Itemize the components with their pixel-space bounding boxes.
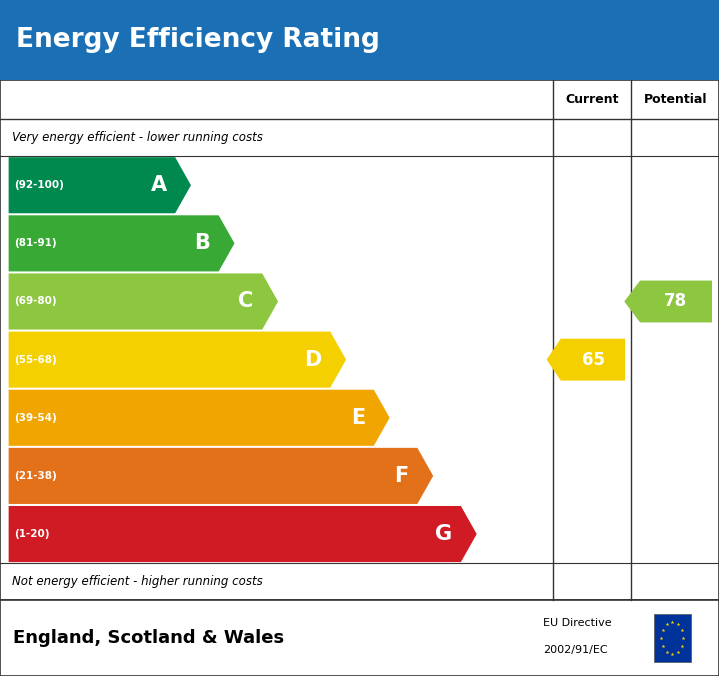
Text: 2002/91/EC: 2002/91/EC	[543, 646, 608, 655]
Text: F: F	[395, 466, 408, 486]
Text: (92-100): (92-100)	[14, 180, 64, 190]
Text: (1-20): (1-20)	[14, 529, 50, 539]
Text: B: B	[194, 233, 210, 254]
Bar	[0, 0, 719, 80]
Text: Potential: Potential	[644, 93, 707, 106]
Text: 65: 65	[582, 351, 605, 368]
Text: Very energy efficient - lower running costs: Very energy efficient - lower running co…	[12, 131, 263, 144]
Text: (39-54): (39-54)	[14, 413, 57, 422]
Polygon shape	[624, 281, 712, 322]
Text: Current: Current	[565, 93, 619, 106]
Bar	[0, 80, 719, 600]
Text: Not energy efficient - higher running costs: Not energy efficient - higher running co…	[12, 575, 263, 588]
Text: G: G	[435, 524, 452, 544]
Polygon shape	[9, 215, 234, 272]
Polygon shape	[9, 448, 433, 504]
Polygon shape	[9, 389, 390, 446]
Text: (69-80): (69-80)	[14, 297, 57, 306]
Text: 78: 78	[664, 293, 687, 310]
Text: (55-68): (55-68)	[14, 355, 57, 364]
Text: Energy Efficiency Rating: Energy Efficiency Rating	[16, 27, 380, 53]
Text: E: E	[351, 408, 365, 428]
Text: England, Scotland & Wales: England, Scotland & Wales	[13, 629, 284, 647]
Text: A: A	[150, 175, 167, 195]
Polygon shape	[546, 339, 625, 381]
Polygon shape	[9, 158, 191, 214]
Polygon shape	[9, 332, 346, 388]
Text: (81-91): (81-91)	[14, 239, 57, 248]
Polygon shape	[9, 273, 278, 330]
Bar	[654, 614, 691, 662]
Text: D: D	[304, 349, 321, 370]
Text: C: C	[239, 291, 254, 312]
Polygon shape	[9, 506, 477, 562]
Text: (21-38): (21-38)	[14, 471, 57, 481]
Text: EU Directive: EU Directive	[543, 619, 611, 628]
Bar	[0, 600, 719, 676]
